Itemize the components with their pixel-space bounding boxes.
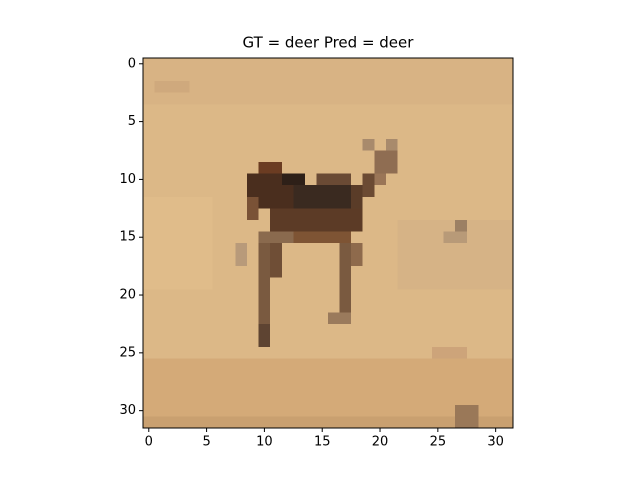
x-tick-label: 15 bbox=[314, 435, 331, 450]
y-tick-label: 10 bbox=[119, 172, 136, 187]
axes-frame bbox=[142, 57, 514, 429]
y-tick-label: 20 bbox=[119, 288, 136, 303]
x-tick-label: 0 bbox=[145, 435, 153, 450]
y-tick-label: 30 bbox=[119, 403, 136, 418]
y-tick-label: 15 bbox=[119, 230, 136, 245]
x-tick-label: 30 bbox=[487, 435, 504, 450]
chart-title: GT = deer Pred = deer bbox=[243, 34, 415, 52]
x-tick-label: 10 bbox=[256, 435, 273, 450]
y-tick-label: 25 bbox=[119, 345, 136, 360]
y-tick-label: 0 bbox=[128, 56, 136, 71]
x-tick-label: 5 bbox=[202, 435, 210, 450]
y-tick-label: 5 bbox=[128, 114, 136, 129]
x-tick-label: 25 bbox=[430, 435, 447, 450]
x-tick-label: 20 bbox=[372, 435, 389, 450]
image bbox=[143, 58, 513, 428]
